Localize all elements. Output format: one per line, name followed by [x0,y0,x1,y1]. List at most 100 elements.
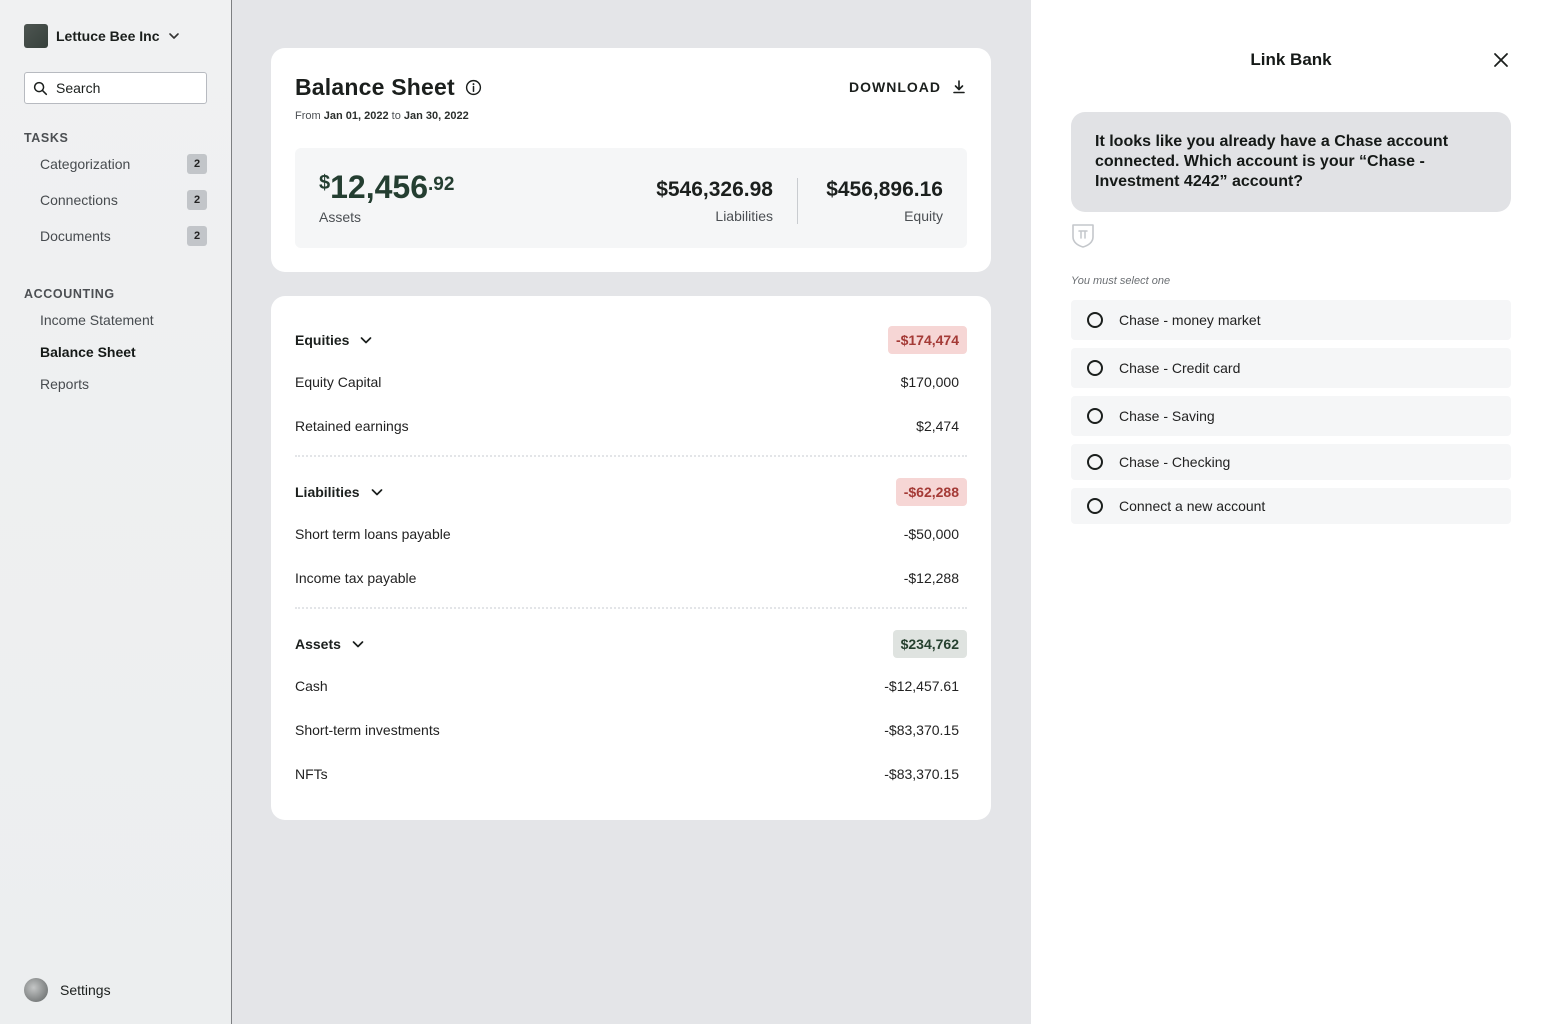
account-option[interactable]: Chase - money market [1071,300,1511,340]
count-badge: 2 [187,226,207,246]
table-row: Income tax payable -$12,288 [295,567,959,589]
row-value: -$83,370.15 [884,722,959,738]
date-to: Jan 30, 2022 [403,110,469,122]
download-icon [953,80,965,94]
sidebar-item-categorization[interactable]: Categorization 2 [40,153,207,175]
download-button[interactable]: DOWNLOAD [849,79,967,95]
section-title: Assets [295,636,341,652]
section-total-badge: -$62,288 [895,478,967,506]
option-label: Chase - Checking [1119,454,1231,470]
search-input[interactable] [56,80,196,96]
assets-integer: 12,456 [330,169,428,205]
sidebar-item-documents[interactable]: Documents 2 [40,225,207,247]
row-label: NFTs [295,766,328,782]
sidebar-item-label: Balance Sheet [40,344,136,360]
download-label: DOWNLOAD [849,79,941,95]
close-icon[interactable] [1491,50,1511,70]
date-from-prefix: From [295,110,321,122]
account-option[interactable]: Chase - Saving [1071,396,1511,436]
connect-new-account-option[interactable]: Connect a new account [1071,488,1511,524]
table-row: Retained earnings $2,474 [295,415,959,437]
row-label: Short term loans payable [295,526,451,542]
table-row: NFTs -$83,370.15 [295,763,959,785]
settings-label: Settings [60,982,111,998]
org-switcher[interactable]: Lettuce Bee Inc [24,24,181,48]
sidebar-item-label: Documents [40,228,111,244]
sidebar-item-label: Categorization [40,156,131,172]
equity-total: $456,896.16 [826,178,943,201]
row-label: Cash [295,678,328,694]
table-row: Short term loans payable -$50,000 [295,523,959,545]
row-value: $2,474 [916,418,959,434]
summary-divider [797,178,798,224]
sidebar-item-label: Reports [40,376,90,392]
section-toggle-assets[interactable]: Assets [295,636,365,652]
date-from: Jan 01, 2022 [323,110,389,122]
page-title-text: Balance Sheet [295,74,455,100]
assets-label: Assets [319,209,362,225]
summary-panel: $ 12,456 .92 Assets $546,326.98 Liabilit… [295,148,967,248]
option-label: Connect a new account [1119,498,1266,514]
option-label: Chase - Credit card [1119,360,1241,376]
sidebar-item-reports[interactable]: Reports [40,373,207,395]
chevron-down-icon [361,337,372,344]
row-value: -$12,457.61 [884,678,959,694]
sidebar-item-connections[interactable]: Connections 2 [40,189,207,211]
org-name: Lettuce Bee Inc [56,28,160,44]
date-range: From Jan 01, 2022 to Jan 30, 2022 [295,110,469,122]
count-badge: 2 [187,190,207,210]
equity-label: Equity [904,208,943,224]
section-toggle-equities[interactable]: Equities [295,332,373,348]
radio-button[interactable] [1087,360,1103,376]
section-total-badge: -$174,474 [887,326,967,354]
sidebar-item-income-statement[interactable]: Income Statement [40,309,207,331]
accounting-heading: ACCOUNTING [24,287,115,301]
chevron-down-icon [169,33,180,39]
table-row: Short-term investments -$83,370.15 [295,719,959,741]
search-box[interactable] [24,72,207,104]
sidebar-item-label: Income Statement [40,312,154,328]
avatar [24,978,48,1002]
radio-button[interactable] [1087,498,1103,514]
row-value: -$50,000 [903,526,959,542]
chevron-down-icon [371,489,382,496]
section-title: Liabilities [295,484,360,500]
sidebar-item-balance-sheet[interactable]: Balance Sheet [40,341,207,363]
radio-button[interactable] [1087,454,1103,470]
assistant-shield-icon [1072,224,1094,248]
account-option[interactable]: Chase - Credit card [1071,348,1511,388]
link-bank-panel: Link Bank It looks like you already have… [1031,0,1551,1024]
assistant-message: It looks like you already have a Chase a… [1071,112,1511,212]
row-label: Income tax payable [295,570,417,586]
section-toggle-liabilities[interactable]: Liabilities [295,484,384,500]
section-assets: Assets $234,762 [295,629,967,659]
section-divider [295,455,967,457]
account-option[interactable]: Chase - Checking [1071,444,1511,480]
info-icon[interactable] [465,79,482,96]
tasks-heading: TASKS [24,131,69,145]
org-logo [24,24,48,48]
section-divider [295,607,967,609]
option-label: Chase - Saving [1119,408,1215,424]
row-value: -$12,288 [903,570,959,586]
section-equities: Equities -$174,474 [295,325,967,355]
sidebar-item-label: Connections [40,192,118,208]
balance-sheet-details-card: Equities -$174,474 Equity Capital $170,0… [271,296,991,820]
selection-hint: You must select one [1071,275,1171,287]
table-row: Cash -$12,457.61 [295,675,959,697]
date-to-prefix: to [391,110,401,122]
liabilities-total: $546,326.98 [656,178,773,201]
table-row: Equity Capital $170,000 [295,371,959,393]
panel-title: Link Bank [1250,50,1332,69]
radio-button[interactable] [1087,408,1103,424]
row-label: Short-term investments [295,722,440,738]
row-value: $170,000 [900,374,959,390]
settings-link[interactable]: Settings [24,978,111,1002]
chevron-down-icon [352,641,364,648]
row-label: Retained earnings [295,418,409,434]
assets-currency: $ [319,172,331,194]
assets-decimal: .92 [428,174,455,195]
search-icon [33,81,48,95]
radio-button[interactable] [1087,312,1103,328]
count-badge: 2 [187,154,207,174]
